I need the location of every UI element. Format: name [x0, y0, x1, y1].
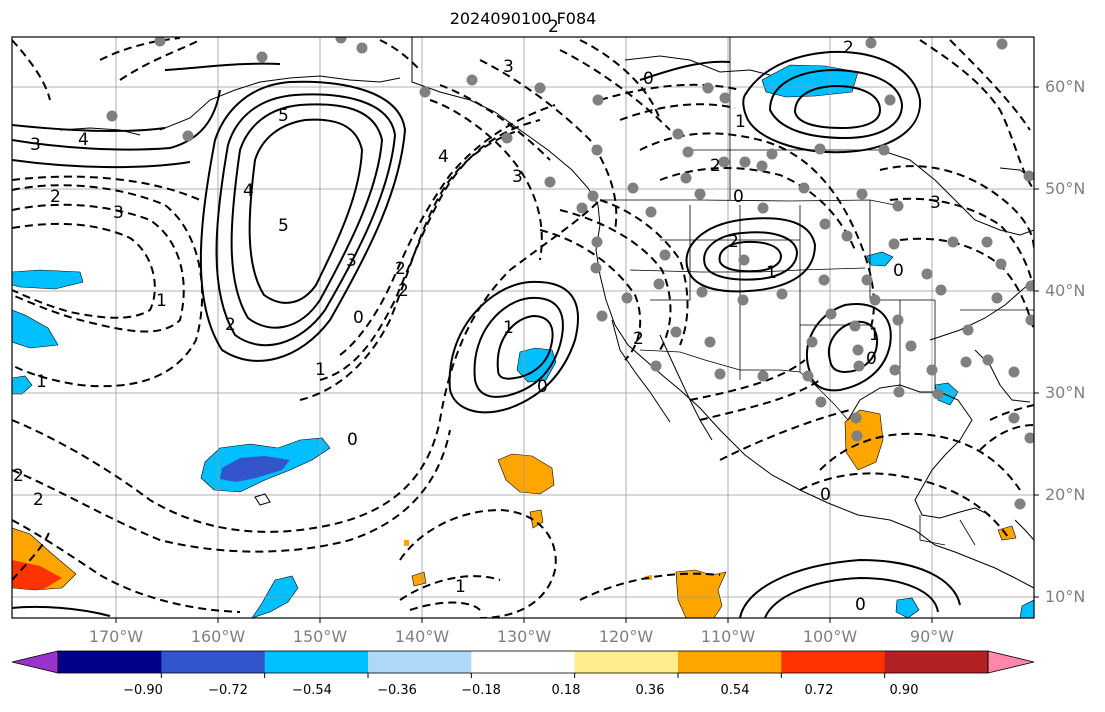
- contour-label: 2: [50, 187, 61, 207]
- contour-label: 2: [728, 232, 739, 252]
- contour-label: 3: [503, 57, 514, 77]
- lat-label: 10°N: [1045, 587, 1086, 606]
- colorbar-tick-label: 0.36: [635, 683, 665, 698]
- colorbar-bin: [781, 651, 886, 673]
- contour-label: 0: [643, 69, 654, 89]
- map-frame: [11, 36, 1035, 619]
- contour-label: 1: [36, 372, 47, 392]
- colorbar-tick-label: −0.18: [461, 683, 501, 698]
- colorbar-tick-label: −0.36: [377, 683, 417, 698]
- contour-label: 1: [315, 360, 326, 380]
- contour-label: 5: [278, 216, 289, 236]
- colorbar-bin: [574, 651, 679, 673]
- contour-label: 4: [243, 181, 254, 201]
- contour-label: 0: [820, 485, 831, 505]
- contour-label: 1: [455, 577, 466, 597]
- lat-label: 40°N: [1045, 281, 1086, 300]
- lon-label: 110°W: [700, 627, 756, 646]
- colorbar-bin: [161, 651, 266, 673]
- strong-negative-shading: [220, 456, 290, 482]
- lat-label: 60°N: [1045, 77, 1086, 96]
- contour-label: 2: [548, 17, 559, 37]
- map-title: 2024090100 F084: [449, 9, 597, 28]
- colorbar-tick-label: 0.90: [889, 683, 919, 698]
- colorbar-extend-min: [11, 650, 59, 674]
- contour-label: 1: [503, 318, 514, 338]
- positive-anomaly-shading: [12, 409, 1017, 618]
- contour-label: 2: [398, 281, 409, 301]
- contour-label: 2: [843, 38, 854, 58]
- colorbar-bin: [678, 651, 782, 673]
- contour-label: 0: [537, 377, 548, 397]
- contour-label: 5: [278, 106, 289, 126]
- colorbar: [11, 650, 1035, 678]
- colorbar-tick-label: 0.72: [804, 683, 834, 698]
- contour-label: 1: [735, 112, 746, 132]
- political-borders: [411, 37, 1034, 546]
- contour-label: 0: [733, 187, 744, 207]
- contour-label: 1: [869, 325, 880, 345]
- contour-label: 2: [633, 329, 644, 349]
- contour-label: 4: [78, 130, 89, 150]
- positive-contours: [12, 50, 961, 618]
- axis-ticks: [115, 86, 1039, 623]
- colorbar-bin: [264, 651, 369, 673]
- lat-label: 30°N: [1045, 383, 1086, 402]
- contour-label: 2: [225, 315, 236, 335]
- contour-label: 0: [866, 349, 877, 369]
- colorbar-outline: [57, 650, 989, 674]
- contour-label: 2: [33, 490, 44, 510]
- colorbar-tick-label: 0.18: [551, 683, 581, 698]
- colorbar-extend-max: [987, 650, 1035, 674]
- colorbar-tick-label: −0.72: [208, 683, 248, 698]
- contour-label: 0: [353, 308, 364, 328]
- colorbar-tick-label: −0.90: [123, 683, 163, 698]
- graticule: [12, 37, 1034, 618]
- contour-label: 3: [346, 251, 357, 271]
- lon-label: 120°W: [598, 627, 654, 646]
- contour-label: 2: [395, 259, 406, 279]
- contour-label-group: 5 4 3 2 1 0 2 3 4 5 3 2 1 0 1 0 2 3 2 4 …: [13, 17, 941, 615]
- lon-label: 130°W: [496, 627, 552, 646]
- station-markers: [106, 37, 1034, 510]
- colorbar-tick-label: 0.54: [720, 683, 750, 698]
- contour-label: 2: [13, 466, 24, 486]
- contour-label: 3: [930, 193, 941, 213]
- lon-label: 100°W: [802, 627, 858, 646]
- colorbar-bin: [884, 651, 989, 673]
- contour-label: 3: [512, 167, 523, 187]
- lon-label: 140°W: [394, 627, 450, 646]
- contour-label: 1: [156, 291, 167, 311]
- lat-label: 20°N: [1045, 485, 1086, 504]
- colorbar-bin: [368, 651, 472, 673]
- lon-label: 160°W: [190, 627, 246, 646]
- negative-contours: [12, 37, 1034, 618]
- lat-label: 50°N: [1045, 179, 1086, 198]
- contour-label: 3: [30, 135, 41, 155]
- contour-label: 0: [347, 430, 358, 450]
- colorbar-tick-label: −0.54: [292, 683, 332, 698]
- lon-label: 170°W: [88, 627, 144, 646]
- contour-label: 1: [766, 263, 777, 283]
- lon-label: 90°W: [909, 627, 955, 646]
- contour-label: 4: [438, 147, 449, 167]
- contour-label: 0: [893, 261, 904, 281]
- colorbar-bin: [471, 651, 576, 673]
- colorbar-bin: [58, 651, 162, 673]
- lon-label: 150°W: [292, 627, 348, 646]
- contour-label: 2: [710, 156, 721, 176]
- contour-label: 0: [855, 595, 866, 615]
- contour-label: 3: [113, 203, 124, 223]
